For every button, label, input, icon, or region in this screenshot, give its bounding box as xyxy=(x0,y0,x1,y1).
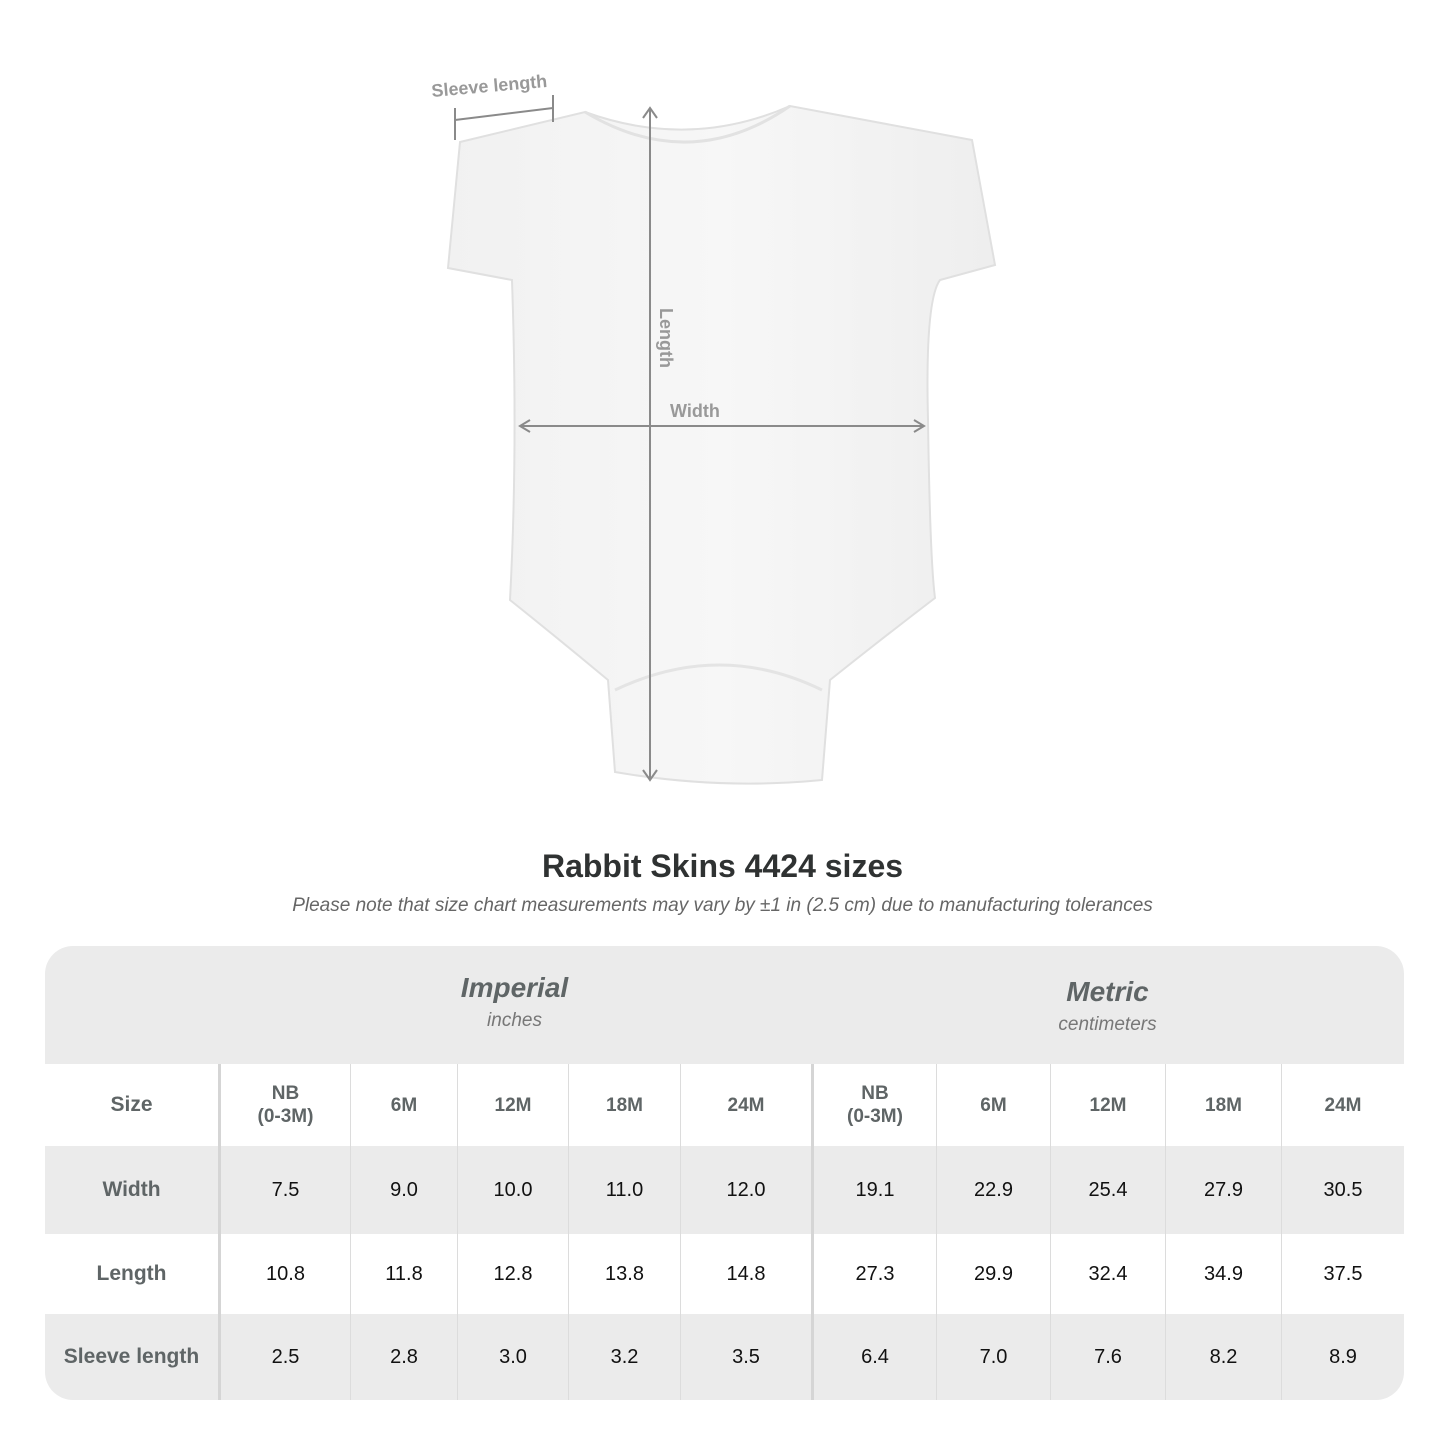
imperial-header: Imperial inches xyxy=(218,946,811,1064)
metric-unit: centimeters xyxy=(1058,1014,1157,1035)
table-cell: 18M xyxy=(1165,1064,1281,1146)
table-cell: 12.8 xyxy=(457,1234,568,1314)
table-cell: 30.5 xyxy=(1281,1146,1404,1234)
row-label: Width xyxy=(102,1178,161,1201)
table-cell: 37.5 xyxy=(1281,1234,1404,1314)
table-cell: 12M xyxy=(457,1064,568,1146)
table-cell: NB (0-3M) xyxy=(811,1064,936,1146)
table-cell: 3.2 xyxy=(568,1314,680,1400)
table-cell: 11.0 xyxy=(568,1146,680,1234)
table-cell: NB (0-3M) xyxy=(218,1064,350,1146)
row-label: Length xyxy=(96,1262,167,1285)
table-cell: 3.0 xyxy=(457,1314,568,1400)
table-cell: 6M xyxy=(936,1064,1050,1146)
row-label: Size xyxy=(110,1093,153,1116)
table-cell: 25.4 xyxy=(1050,1146,1165,1234)
table-cell: 22.9 xyxy=(936,1146,1050,1234)
table-cell: 19.1 xyxy=(811,1146,936,1234)
onesie-shape xyxy=(446,104,997,785)
table-row: Width 7.5 9.0 10.0 11.0 12.0 19.1 22.9 25.4 27.9 3… xyxy=(45,1146,1404,1234)
table-cell: 32.4 xyxy=(1050,1234,1165,1314)
onesie-diagram: Sleeve length Length Width xyxy=(431,71,997,785)
table-cell: 10.8 xyxy=(218,1234,350,1314)
table-cell: 3.5 xyxy=(680,1314,811,1400)
table-cell: 8.2 xyxy=(1165,1314,1281,1400)
header-row: Size NB (0-3M) 6M 12M 18M 24M NB (0-3M) 6M 12M 18… xyxy=(45,1064,1404,1146)
table-cell: 7.5 xyxy=(218,1146,350,1234)
table-cell: 34.9 xyxy=(1165,1234,1281,1314)
table-cell: 13.8 xyxy=(568,1234,680,1314)
chart-title: Rabbit Skins 4424 sizes xyxy=(541,848,904,884)
table-cell: 12M xyxy=(1050,1064,1165,1146)
metric-title: Metric xyxy=(1066,976,1149,1007)
table-cell: 11.8 xyxy=(350,1234,457,1314)
table-cell: 8.9 xyxy=(1281,1314,1404,1400)
table-cell: 29.9 xyxy=(936,1234,1050,1314)
width-label: Width xyxy=(670,401,720,421)
table-row: Sleeve length 2.5 2.8 3.0 3.2 3.5 6.4 7.0 7.6 8.2… xyxy=(45,1314,1404,1400)
table-cell: 6.4 xyxy=(811,1314,936,1400)
table-cell: 7.0 xyxy=(936,1314,1050,1400)
table-cell: 10.0 xyxy=(457,1146,568,1234)
length-label: Length xyxy=(656,308,676,368)
metric-header: Metric centimeters xyxy=(811,946,1404,1064)
imperial-title: Imperial xyxy=(460,972,569,1003)
table-cell: 2.5 xyxy=(218,1314,350,1400)
table-cell: 24M xyxy=(680,1064,811,1146)
table-cell: 12.0 xyxy=(680,1146,811,1234)
table-cell: 9.0 xyxy=(350,1146,457,1234)
table-cell: 14.8 xyxy=(680,1234,811,1314)
table-cell: 18M xyxy=(568,1064,680,1146)
size-table: Imperial inches Metric centimeters Size N… xyxy=(45,946,1404,1400)
table-cell: 6M xyxy=(350,1064,457,1146)
tolerance-note: Please note that size chart measurements… xyxy=(292,895,1153,916)
table-cell: 7.6 xyxy=(1050,1314,1165,1400)
table-cell: 24M xyxy=(1281,1064,1404,1146)
row-label: Sleeve length xyxy=(63,1345,200,1368)
sleeve-length-label: Sleeve length xyxy=(431,71,548,101)
table-cell: 27.9 xyxy=(1165,1146,1281,1234)
measure-lines xyxy=(454,95,926,782)
imperial-unit: inches xyxy=(487,1010,542,1031)
table-cell: 2.8 xyxy=(350,1314,457,1400)
table-cell: 27.3 xyxy=(811,1234,936,1314)
table-row: Length 10.8 11.8 12.8 13.8 14.8 27.3 29.9 32.4 34… xyxy=(45,1234,1404,1314)
